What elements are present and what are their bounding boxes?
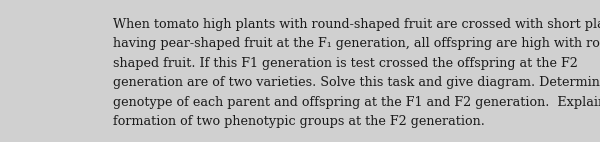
Text: having pear-shaped fruit at the F₁ generation, all offspring are high with round: having pear-shaped fruit at the F₁ gener… xyxy=(113,37,600,51)
Text: When tomato high plants with round-shaped fruit are crossed with short plants: When tomato high plants with round-shape… xyxy=(113,18,600,31)
Text: formation of two phenotypic groups at the F2 generation.: formation of two phenotypic groups at th… xyxy=(113,115,485,129)
Text: shaped fruit. If this F1 generation is test crossed the offspring at the F2: shaped fruit. If this F1 generation is t… xyxy=(113,57,578,70)
Text: genotype of each parent and offspring at the F1 and F2 generation.  Explain: genotype of each parent and offspring at… xyxy=(113,96,600,109)
Text: generation are of two varieties. Solve this task and give diagram. Determine the: generation are of two varieties. Solve t… xyxy=(113,77,600,89)
